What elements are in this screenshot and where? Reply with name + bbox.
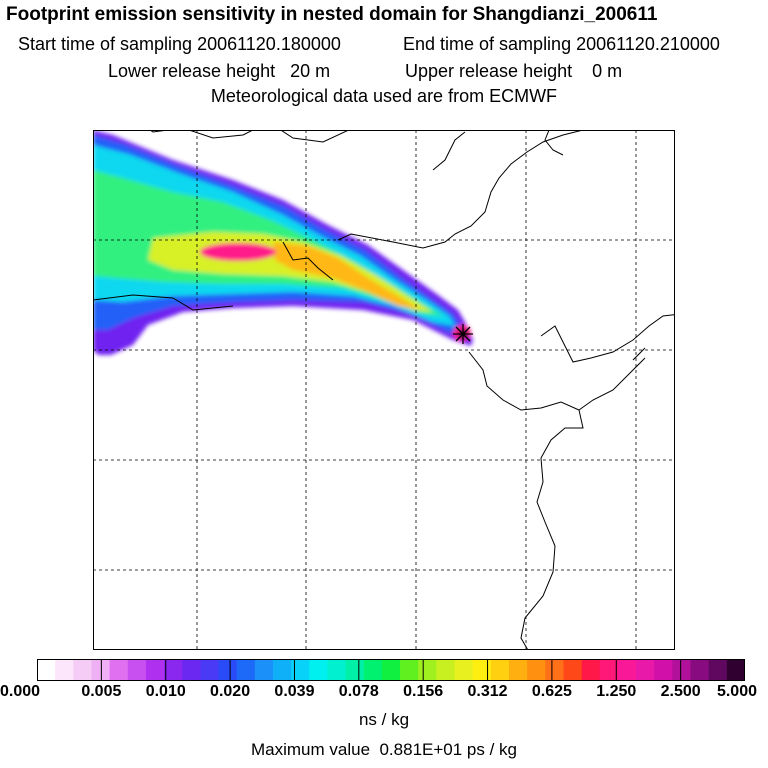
colorbar-cell bbox=[545, 659, 565, 681]
colorbar-cell bbox=[363, 659, 383, 681]
colorbar-cell bbox=[563, 659, 583, 681]
colorbar-cell bbox=[291, 659, 310, 681]
colorbar-cell bbox=[672, 659, 692, 681]
colorbar-tick-label: 0.005 bbox=[81, 683, 122, 700]
colorbar-tick-label: 1.250 bbox=[596, 683, 637, 700]
lower-release-height-label: Lower release height 20 m bbox=[108, 61, 331, 81]
receptor-star-icon bbox=[453, 324, 473, 344]
colorbar-cell bbox=[509, 659, 528, 681]
colorbar-cell bbox=[708, 659, 728, 681]
colorbar-cell bbox=[472, 659, 492, 681]
colorbar-cell bbox=[273, 659, 292, 681]
colorbar-units: ns / kg bbox=[358, 710, 410, 729]
colorbar-cell bbox=[218, 659, 238, 681]
coastlines bbox=[93, 130, 675, 650]
colorbar-tick-label: 0.039 bbox=[274, 683, 315, 700]
colorbar-tick-label: 0.000 bbox=[0, 683, 41, 700]
meteorological-data-label: Meteorological data used are from ECMWF bbox=[210, 86, 558, 106]
colorbar-cell bbox=[91, 659, 111, 681]
colorbar-cell bbox=[200, 659, 220, 681]
colorbar-tick-label: 0.156 bbox=[403, 683, 444, 700]
colorbar-cell bbox=[109, 659, 129, 681]
colorbar-cell bbox=[599, 659, 619, 681]
colorbar bbox=[37, 659, 745, 681]
colorbar-cell bbox=[654, 659, 673, 681]
map-title: Footprint emission sensitivity in nested… bbox=[6, 4, 658, 25]
map-frame bbox=[93, 130, 675, 650]
colorbar-cell bbox=[726, 659, 745, 681]
start-time-label: Start time of sampling 20061120.180000 bbox=[18, 34, 341, 54]
colorbar-cell bbox=[581, 659, 601, 681]
colorbar-cell bbox=[436, 659, 456, 681]
colorbar-cell bbox=[617, 659, 637, 681]
colorbar-cell bbox=[636, 659, 655, 681]
plume-sensitivity-field bbox=[93, 130, 473, 355]
colorbar-tick-label: 0.010 bbox=[145, 683, 186, 700]
colorbar-cell bbox=[55, 659, 74, 681]
colorbar-cell bbox=[73, 659, 93, 681]
end-time-label: End time of sampling 20061120.210000 bbox=[403, 34, 720, 54]
colorbar-cell bbox=[400, 659, 419, 681]
colorbar-tick-label: 5.000 bbox=[716, 683, 758, 700]
colorbar-cell bbox=[236, 659, 256, 681]
colorbar-tick-label: 0.625 bbox=[531, 683, 572, 700]
maximum-value-label: Maximum value 0.881E+01 ps / kg bbox=[251, 740, 517, 759]
colorbar-cell bbox=[527, 659, 546, 681]
colorbar-cell bbox=[37, 659, 56, 681]
colorbar-cell bbox=[418, 659, 437, 681]
colorbar-cell bbox=[327, 659, 347, 681]
colorbar-cell bbox=[490, 659, 510, 681]
colorbar-cell bbox=[164, 659, 183, 681]
plume-hotspot-west bbox=[200, 243, 276, 261]
colorbar-cell bbox=[309, 659, 329, 681]
plume-orange-layer bbox=[273, 242, 421, 310]
colorbar-tick-label: 0.078 bbox=[338, 683, 379, 700]
colorbar-cell bbox=[345, 659, 365, 681]
colorbar-tick-label: 2.500 bbox=[660, 683, 701, 700]
colorbar-cell bbox=[690, 659, 710, 681]
colorbar-cells bbox=[37, 659, 745, 681]
colorbar-tick-label: 0.312 bbox=[467, 683, 508, 700]
colorbar-cell bbox=[127, 659, 147, 681]
colorbar-cell bbox=[254, 659, 274, 681]
footprint-map bbox=[93, 130, 675, 650]
upper-release-height-label: Upper release height 0 m bbox=[405, 61, 623, 81]
colorbar-tick-label: 0.020 bbox=[210, 683, 251, 700]
colorbar-cell bbox=[454, 659, 474, 681]
colorbar-cell bbox=[381, 659, 401, 681]
colorbar-cell bbox=[182, 659, 201, 681]
colorbar-cell bbox=[145, 659, 165, 681]
